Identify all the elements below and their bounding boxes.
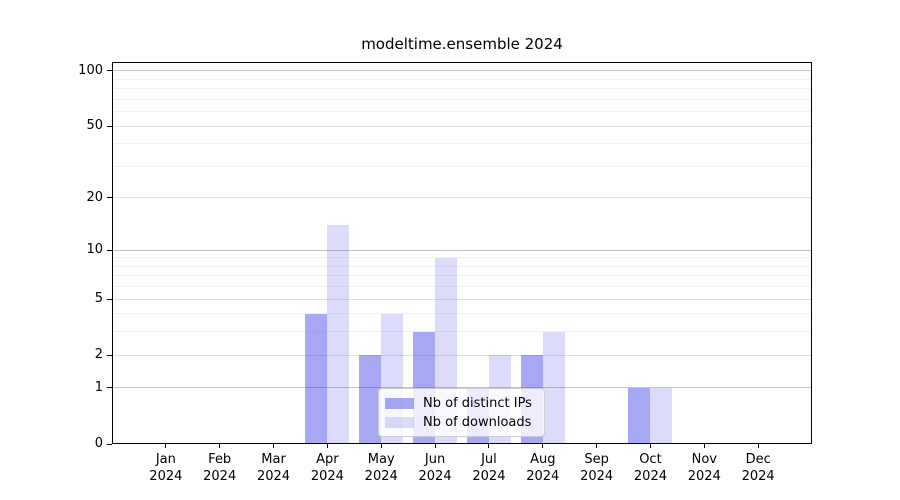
x-tick-may-2024: [380, 444, 382, 448]
x-tick-aug-2024: [542, 444, 544, 448]
y-tick-label-100: 100: [78, 62, 103, 78]
gridline-y-60: [113, 111, 811, 113]
gridline-y-40: [113, 143, 811, 145]
x-tick-jun-2024: [434, 444, 436, 448]
gridline-y-3: [113, 331, 811, 333]
gridline-y-5: [113, 298, 811, 300]
x-tick-mar-2024: [273, 444, 275, 448]
gridline-y-80: [113, 88, 811, 90]
y-tick-2: [107, 354, 112, 356]
plot-area: [112, 62, 812, 444]
gridline-y-70: [113, 98, 811, 100]
x-tick-apr-2024: [326, 444, 328, 448]
y-tick-label-10: 10: [86, 242, 103, 258]
y-tick-label-1: 1: [94, 379, 103, 395]
gridline-y-8: [113, 265, 811, 267]
x-tick-label-may-2024: May 2024: [364, 452, 398, 484]
legend: Nb of distinct IPs Nb of downloads: [378, 388, 545, 437]
gridline-y-6: [113, 286, 811, 288]
gridline-y-9: [113, 257, 811, 259]
bar-nb-of-downloads-oct-2024: [650, 387, 673, 443]
gridline-y-30: [113, 165, 811, 167]
gridline-y-100: [113, 70, 811, 72]
x-tick-sep-2024: [596, 444, 598, 448]
x-tick-label-dec-2024: Dec 2024: [741, 452, 775, 484]
gridline-y-7: [113, 275, 811, 277]
bar-nb-of-distinct-ips-oct-2024: [628, 387, 651, 443]
y-tick-label-2: 2: [94, 347, 103, 363]
y-tick-100: [107, 70, 112, 72]
y-tick-0: [107, 443, 112, 445]
legend-label-downloads: Nb of downloads: [423, 415, 532, 430]
gridline-y-10: [113, 249, 811, 251]
x-tick-label-nov-2024: Nov 2024: [687, 452, 721, 484]
bar-nb-of-downloads-aug-2024: [542, 331, 565, 443]
y-tick-1: [107, 387, 112, 389]
y-tick-5: [107, 298, 112, 300]
bar-nb-of-distinct-ips-may-2024: [359, 355, 382, 443]
x-tick-nov-2024: [703, 444, 705, 448]
gridline-y-1: [113, 387, 811, 389]
legend-item-distinct-ips: Nb of distinct IPs: [385, 394, 536, 413]
legend-label-distinct-ips: Nb of distinct IPs: [423, 396, 532, 411]
y-tick-label-50: 50: [86, 118, 103, 134]
legend-swatch-distinct-ips: [385, 398, 414, 409]
x-tick-oct-2024: [649, 444, 651, 448]
y-tick-label-0: 0: [94, 436, 103, 451]
legend-item-downloads: Nb of downloads: [385, 413, 536, 432]
x-tick-label-feb-2024: Feb 2024: [203, 452, 237, 484]
x-tick-label-jan-2024: Jan 2024: [149, 452, 183, 484]
chart-title: modeltime.ensemble 2024: [361, 35, 563, 53]
gridline-y-90: [113, 78, 811, 80]
x-tick-label-mar-2024: Mar 2024: [256, 452, 291, 484]
x-tick-dec-2024: [757, 444, 759, 448]
bar-nb-of-distinct-ips-apr-2024: [305, 313, 328, 443]
gridline-y-4: [113, 313, 811, 315]
legend-swatch-downloads: [385, 417, 414, 428]
x-tick-jan-2024: [165, 444, 167, 448]
bar-nb-of-downloads-apr-2024: [327, 225, 350, 443]
y-tick-label-5: 5: [94, 291, 103, 307]
x-tick-feb-2024: [219, 444, 221, 448]
y-tick-10: [107, 249, 112, 251]
gridline-y-50: [113, 125, 811, 127]
x-tick-label-sep-2024: Sep 2024: [580, 452, 614, 484]
x-tick-label-apr-2024: Apr 2024: [310, 452, 344, 484]
x-tick-label-jun-2024: Jun 2024: [418, 452, 452, 484]
gridline-y-2: [113, 354, 811, 356]
x-tick-label-oct-2024: Oct 2024: [633, 452, 667, 484]
y-tick-50: [107, 125, 112, 127]
x-tick-label-jul-2024: Jul 2024: [472, 452, 506, 484]
x-tick-label-aug-2024: Aug 2024: [526, 452, 560, 484]
y-tick-20: [107, 197, 112, 199]
gridline-y-20: [113, 197, 811, 199]
x-tick-jul-2024: [488, 444, 490, 448]
y-tick-label-20: 20: [86, 189, 103, 205]
